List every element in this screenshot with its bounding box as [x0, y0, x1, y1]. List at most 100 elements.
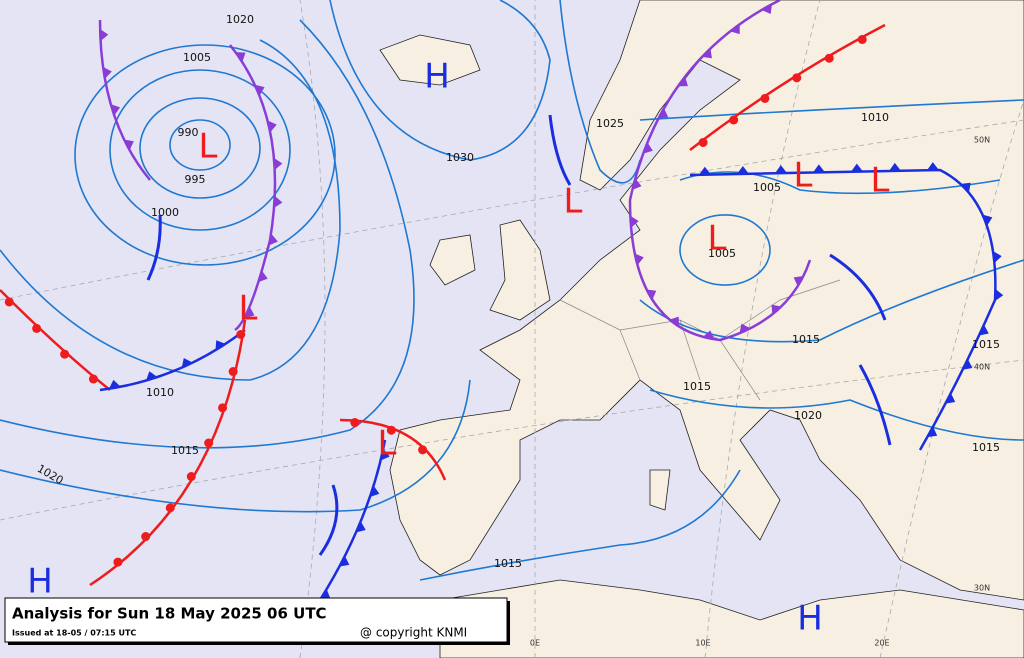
- front-symbol: [824, 53, 834, 63]
- grid-labels: 50N 40N 30N 0E 10E 20E: [530, 136, 990, 648]
- pressure-center: L: [794, 156, 813, 196]
- isobar-label: 1025: [596, 117, 624, 130]
- isobar-label: 1015: [972, 441, 1000, 454]
- front-symbol: [736, 165, 749, 175]
- front-symbol: [927, 426, 938, 438]
- grid-label: 20E: [874, 639, 889, 648]
- caption-copyright: @ copyright KNMI: [360, 626, 467, 640]
- grid-label: 40N: [974, 363, 990, 372]
- front-symbol: [739, 323, 751, 334]
- front-symbol: [926, 162, 939, 171]
- front-symbol: [698, 137, 708, 147]
- front-symbol: [677, 76, 688, 87]
- front-symbol: [702, 330, 715, 340]
- front-symbol: [369, 485, 380, 497]
- front-symbol: [698, 166, 711, 175]
- front-symbol: [702, 48, 712, 59]
- front-symbol: [760, 93, 770, 103]
- front-symbol: [254, 84, 265, 96]
- front-symbol: [215, 340, 226, 351]
- front-symbol: [643, 142, 653, 154]
- isobar-label: 1005: [753, 181, 781, 194]
- front-symbol: [646, 289, 657, 300]
- pressure-center: L: [378, 424, 397, 464]
- front-symbol: [146, 371, 158, 381]
- front-symbol: [978, 324, 989, 336]
- isobar-label: 1030: [446, 151, 474, 164]
- pressure-center: H: [27, 562, 53, 602]
- front-symbol: [418, 445, 428, 455]
- front-symbol: [339, 555, 350, 567]
- front-symbol: [634, 253, 644, 266]
- front-symbol: [994, 288, 1004, 301]
- isobar-label: 1015: [171, 444, 199, 457]
- pressure-center: H: [797, 599, 823, 639]
- front-symbol: [110, 104, 121, 116]
- front-symbol: [793, 275, 804, 287]
- front-symbol: [945, 393, 956, 404]
- front-symbol: [181, 357, 193, 368]
- isobar-label: 1005: [708, 247, 736, 260]
- front-symbol: [108, 379, 121, 389]
- pressure-center: L: [871, 161, 890, 201]
- front-symbol: [850, 163, 863, 172]
- front-symbol: [273, 157, 283, 170]
- front-symbol: [857, 34, 867, 44]
- front-symbol: [235, 52, 246, 63]
- front-symbol: [186, 472, 196, 482]
- front-symbol: [141, 532, 151, 542]
- front-symbol: [102, 66, 112, 79]
- front-symbol: [730, 24, 740, 35]
- front-symbol: [123, 139, 134, 151]
- front-symbol: [218, 403, 228, 413]
- front-symbol: [380, 448, 390, 461]
- front-symbol: [812, 164, 825, 173]
- front-symbol: [386, 425, 396, 435]
- front-symbol: [320, 589, 331, 600]
- front-symbol: [204, 438, 214, 448]
- caption-box: [4, 597, 508, 643]
- isobar-label: 1010: [146, 386, 174, 399]
- front-symbol: [669, 316, 679, 327]
- isobar-label: 1015: [792, 333, 820, 346]
- front-symbol: [888, 162, 901, 172]
- isobar-label: 1000: [151, 206, 179, 219]
- grid-label: 10E: [695, 639, 710, 648]
- front-symbol: [4, 297, 14, 307]
- pressure-center: L: [708, 219, 727, 259]
- isobars: [0, 0, 1024, 581]
- front-symbol: [258, 270, 268, 283]
- isobar-label: 1010: [861, 111, 889, 124]
- caption-issued: Issued at 18-05 / 07:15 UTC: [12, 629, 136, 638]
- front-symbol: [274, 195, 283, 208]
- front-symbol: [774, 165, 787, 174]
- front-symbol: [761, 4, 772, 14]
- front-symbol: [32, 323, 42, 333]
- pressure-center: H: [424, 57, 450, 97]
- isobar-label: 1015: [494, 557, 522, 570]
- pressure-centers: H L L L L L L L H H: [27, 57, 889, 639]
- front-symbol: [962, 359, 973, 370]
- front-symbol: [60, 349, 70, 359]
- grid-label: 0E: [530, 639, 540, 648]
- front-symbol: [244, 306, 255, 318]
- front-symbol: [356, 521, 366, 533]
- front-symbol: [982, 214, 993, 226]
- caption: Analysis for Sun 18 May 2025 06 UTC Issu…: [4, 597, 510, 645]
- pressure-center: L: [564, 182, 583, 222]
- front-symbol: [228, 367, 238, 377]
- front-symbol: [165, 503, 175, 513]
- front-symbol: [993, 251, 1002, 264]
- front-symbol: [792, 73, 802, 83]
- fronts: [0, 0, 1004, 601]
- front-symbol: [113, 557, 123, 567]
- land: [379, 0, 1024, 658]
- front-symbol: [771, 304, 782, 315]
- isobar-label: 1015: [972, 338, 1000, 351]
- grid-label: 30N: [974, 584, 990, 593]
- isobar-label: 995: [185, 173, 206, 186]
- front-symbol: [960, 182, 971, 193]
- front-symbol: [267, 120, 277, 133]
